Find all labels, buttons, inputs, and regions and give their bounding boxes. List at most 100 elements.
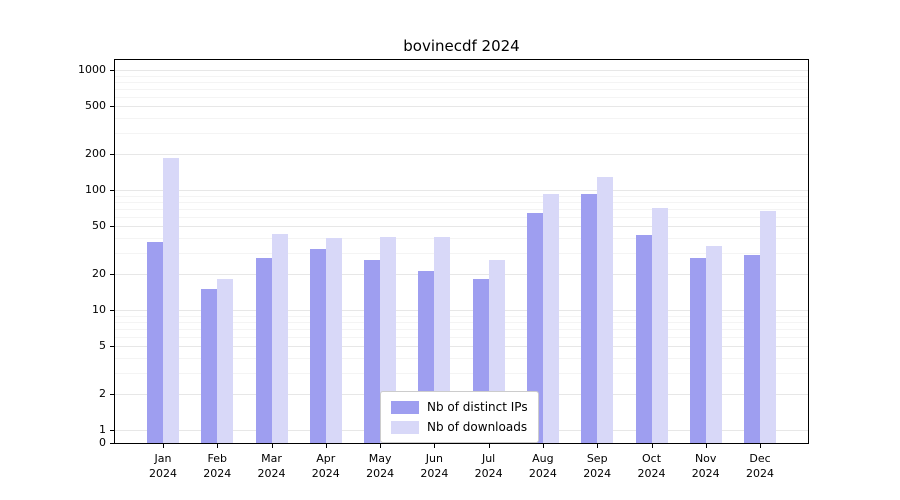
minor-gridline-3	[115, 372, 808, 374]
minor-gridline-800	[115, 81, 808, 83]
x-tick-year: 2024	[257, 467, 286, 480]
bar-nb-of-downloads-sep	[597, 177, 614, 443]
x-tick-month: Sep	[586, 452, 608, 465]
bar-nb-of-downloads-jan	[163, 157, 179, 443]
x-tick-month: Apr	[316, 452, 336, 465]
minor-gridline-30	[115, 252, 808, 254]
y-tick-label-0: 0	[99, 436, 106, 449]
x-tick-month: Nov	[694, 452, 717, 465]
bar-nb-of-downloads-oct	[651, 207, 668, 443]
y-tick-label-100: 100	[85, 183, 106, 196]
bar-nb-of-distinct-ips-mar	[255, 258, 272, 443]
x-tick-mark-jul	[488, 444, 490, 448]
legend-item-downloads: Nb of downloads	[391, 420, 528, 434]
x-tick-mark-may	[380, 444, 382, 448]
y-tick-mark-5	[110, 346, 114, 348]
x-tick-mark-mar	[271, 444, 273, 448]
x-tick-label-jul: Jul 2024	[459, 451, 519, 481]
x-tick-label-may: May 2024	[350, 451, 410, 481]
y-tick-label-20: 20	[92, 266, 106, 280]
x-tick-year: 2024	[420, 467, 449, 480]
minor-gridline-6	[115, 336, 808, 338]
y-tick-mark-20	[110, 273, 114, 275]
bar-nb-of-distinct-ips-feb	[201, 288, 218, 443]
gridline-20	[115, 273, 808, 275]
x-tick-month: Jun	[425, 452, 443, 465]
minor-gridline-300	[115, 132, 808, 134]
y-tick-label-1000: 1000	[78, 63, 106, 76]
x-tick-month: May	[368, 452, 392, 465]
x-tick-year: 2024	[583, 467, 612, 480]
minor-gridline-400	[115, 117, 808, 119]
x-tick-month: Dec	[749, 452, 771, 465]
y-tick-mark-1	[110, 430, 114, 431]
chart-title: bovinecdf 2024	[403, 37, 520, 55]
gridline-500	[115, 106, 808, 108]
bar-nb-of-downloads-feb	[217, 279, 234, 443]
x-tick-month: Feb	[207, 452, 228, 465]
gridline-1000	[115, 70, 808, 71]
x-tick-month: Aug	[532, 452, 554, 465]
x-tick-year: 2024	[691, 467, 720, 480]
gridline-10	[115, 310, 808, 311]
gridline-5	[115, 346, 808, 348]
y-tick-mark-10	[110, 310, 114, 311]
x-tick-label-dec: Dec 2024	[730, 451, 790, 481]
x-tick-mark-dec	[760, 444, 761, 448]
x-tick-year: 2024	[311, 467, 340, 480]
x-tick-mark-jan	[163, 444, 164, 448]
bar-nb-of-downloads-mar	[271, 234, 288, 443]
minor-gridline-80	[115, 201, 808, 203]
gridline-100	[115, 190, 808, 191]
minor-gridline-60	[115, 216, 808, 218]
bar-nb-of-downloads-dec	[760, 210, 776, 443]
x-tick-mark-aug	[542, 444, 544, 448]
x-tick-month: Oct	[641, 452, 662, 465]
x-tick-month: Jan	[154, 452, 172, 465]
legend-swatch-distinct-ips	[391, 400, 419, 414]
x-tick-year: 2024	[474, 467, 503, 480]
x-tick-year: 2024	[528, 467, 557, 480]
x-tick-mark-apr	[325, 444, 327, 448]
x-tick-year: 2024	[203, 467, 232, 480]
bar-nb-of-distinct-ips-apr	[309, 249, 326, 443]
bar-nb-of-distinct-ips-oct	[635, 235, 652, 443]
bar-nb-of-distinct-ips-aug	[526, 213, 543, 443]
x-tick-label-mar: Mar 2024	[242, 451, 302, 481]
x-tick-label-jan: Jan 2024	[133, 451, 193, 481]
legend-item-distinct-ips: Nb of distinct IPs	[391, 400, 528, 414]
x-tick-label-oct: Oct 2024	[622, 451, 682, 481]
bar-nb-of-downloads-nov	[705, 246, 722, 443]
y-tick-label-50: 50	[92, 219, 106, 233]
x-tick-month: Mar	[261, 452, 282, 465]
minor-gridline-9	[115, 315, 808, 317]
y-tick-mark-2	[110, 393, 114, 395]
x-tick-mark-feb	[217, 444, 219, 448]
y-tick-label-5: 5	[99, 339, 106, 353]
minor-gridline-70	[115, 208, 808, 210]
minor-gridline-8	[115, 321, 808, 323]
y-tick-label-500: 500	[85, 99, 106, 113]
y-tick-label-200: 200	[85, 146, 106, 160]
legend-label-downloads: Nb of downloads	[427, 420, 528, 434]
y-tick-label-2: 2	[99, 386, 106, 400]
minor-gridline-7	[115, 328, 808, 330]
x-tick-year: 2024	[637, 467, 666, 480]
y-tick-mark-50	[110, 226, 114, 228]
x-tick-year: 2024	[149, 467, 177, 480]
legend-label-distinct-ips: Nb of distinct IPs	[427, 400, 528, 414]
x-tick-mark-sep	[597, 444, 599, 448]
x-tick-month: Jul	[481, 452, 496, 465]
bar-nb-of-distinct-ips-sep	[581, 194, 598, 443]
x-tick-mark-jun	[434, 444, 436, 448]
x-tick-year: 2024	[746, 467, 774, 480]
y-tick-mark-200	[110, 153, 114, 155]
x-tick-mark-oct	[651, 444, 653, 448]
y-tick-label-10: 10	[92, 303, 106, 316]
y-tick-mark-500	[110, 106, 114, 108]
bar-nb-of-downloads-apr	[325, 237, 342, 443]
bar-nb-of-distinct-ips-may	[364, 260, 381, 443]
x-tick-label-nov: Nov 2024	[676, 451, 736, 481]
y-tick-mark-0	[110, 443, 114, 444]
